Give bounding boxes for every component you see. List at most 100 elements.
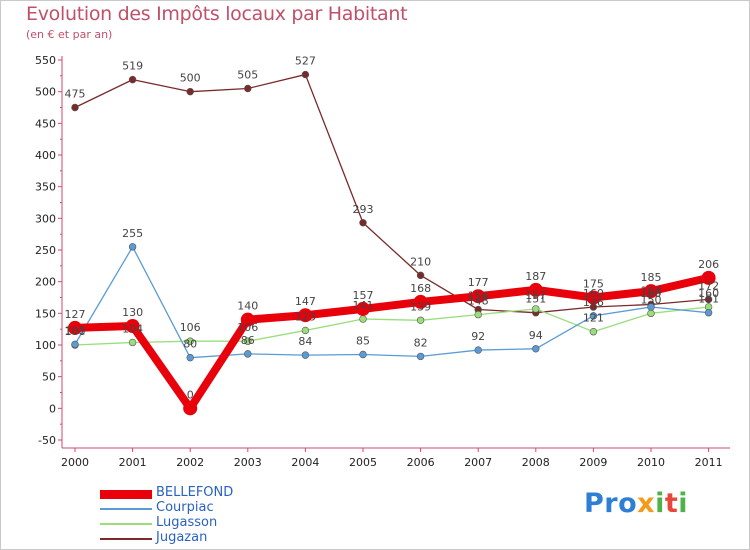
x-tick-label: 2004: [291, 456, 319, 469]
data-label-bellefond: 130: [122, 306, 143, 319]
data-label-bellefond: 0: [187, 388, 194, 401]
data-point-bellefond: [413, 294, 428, 309]
y-tick-label: 550: [35, 54, 56, 67]
data-label-lugasson: 160: [698, 287, 719, 300]
data-point-courpiac: [589, 312, 598, 320]
legend-item-lugasson: Lugasson: [100, 515, 300, 531]
x-tick-label: 2003: [234, 456, 262, 469]
data-label-bellefond: 177: [468, 276, 489, 289]
data-point-jugazan: [244, 84, 252, 93]
data-label-jugazan: 164: [641, 284, 662, 297]
data-point-bellefond: [68, 320, 82, 335]
data-point-bellefond: [701, 270, 716, 285]
data-point-courpiac: [416, 352, 425, 361]
data-label-lugasson: 148: [468, 295, 489, 308]
legend-swatch: [100, 523, 152, 525]
data-point-jugazan: [359, 219, 367, 227]
y-tick-label: 200: [35, 276, 56, 289]
data-point-lugasson: [301, 326, 310, 335]
data-label-lugasson: 106: [180, 321, 201, 334]
chart-subtitle: (en € et par an): [26, 28, 113, 41]
data-point-bellefond: [356, 301, 370, 316]
x-tick-label: 2001: [119, 456, 147, 469]
data-point-lugasson: [474, 310, 482, 319]
data-label-bellefond: 168: [410, 282, 431, 295]
data-label-bellefond: 140: [237, 300, 258, 313]
data-point-courpiac: [301, 351, 310, 359]
y-tick-label: 150: [35, 307, 56, 320]
data-label-courpiac: 92: [471, 330, 485, 343]
data-point-bellefond: [183, 401, 198, 416]
data-label-bellefond: 185: [641, 271, 662, 284]
data-point-bellefond: [125, 319, 140, 333]
series-line-jugazan: [74, 73, 709, 314]
data-point-courpiac: [532, 345, 540, 353]
data-label-jugazan: 210: [410, 255, 431, 268]
data-point-courpiac: [71, 340, 79, 349]
chart-title: Evolution des Impôts locaux par Habitant: [26, 3, 408, 25]
y-tick-label: 100: [35, 339, 56, 352]
data-point-lugasson: [186, 337, 194, 345]
data-label-courpiac: 255: [122, 227, 143, 240]
y-tick-label: 350: [35, 181, 56, 194]
data-point-bellefond: [298, 308, 313, 323]
legend-label: Lugasson: [156, 515, 218, 530]
data-point-bellefond: [586, 290, 601, 305]
data-point-courpiac: [359, 350, 367, 359]
x-tick-label: 2008: [522, 456, 550, 469]
x-tick-label: 2005: [349, 456, 377, 469]
data-label-courpiac: 86: [241, 334, 255, 347]
x-tick-label: 2006: [407, 456, 435, 469]
data-label-lugasson: 100: [65, 325, 86, 338]
data-point-courpiac: [186, 353, 194, 362]
y-tick-label: 250: [35, 244, 56, 257]
proxiti-logo: Proxiti: [584, 488, 689, 519]
x-tick-label: 2009: [579, 456, 607, 469]
y-tick-label: 300: [35, 212, 56, 225]
legend-label: BELLEFOND: [156, 485, 234, 500]
data-label-jugazan: 172: [698, 279, 719, 292]
data-label-bellefond: 175: [583, 278, 604, 291]
data-point-jugazan: [704, 295, 713, 304]
data-label-bellefond: 187: [525, 270, 546, 283]
data-point-jugazan: [128, 75, 137, 84]
x-tick-label: 2007: [464, 456, 492, 469]
data-point-jugazan: [71, 103, 79, 112]
data-label-bellefond: 127: [65, 308, 86, 321]
legend-item-courpiac: Courpiac: [100, 500, 300, 516]
data-point-courpiac: [647, 303, 655, 311]
series-line-lugasson: [74, 306, 709, 346]
x-tick-label: 2010: [637, 456, 665, 469]
legend-label: Jugazan: [156, 530, 208, 545]
data-label-courpiac: 82: [414, 336, 428, 349]
data-label-lugasson: 150: [641, 293, 662, 306]
data-point-bellefond: [240, 312, 255, 327]
data-point-bellefond: [528, 282, 543, 297]
x-tick-label: 2011: [695, 456, 723, 469]
data-label-courpiac: 85: [356, 335, 370, 348]
data-label-jugazan: 519: [122, 60, 143, 73]
data-label-jugazan: 505: [237, 69, 258, 82]
data-point-jugazan: [186, 87, 194, 96]
data-label-jugazan: 527: [295, 55, 316, 68]
data-point-lugasson: [244, 337, 252, 345]
data-point-jugazan: [301, 70, 310, 79]
chart-legend: BELLEFOND Courpiac Lugasson Jugazan: [100, 485, 300, 546]
data-label-jugazan: 156: [468, 290, 489, 303]
data-label-lugasson: 157: [525, 289, 546, 302]
data-label-courpiac: 151: [698, 293, 719, 306]
data-label-jugazan: 475: [65, 88, 86, 101]
data-label-courpiac: 94: [529, 329, 543, 342]
y-tick-label: 50: [42, 371, 56, 384]
data-point-lugasson: [647, 309, 655, 318]
data-label-lugasson: 104: [122, 322, 143, 335]
y-tick-label: 0: [49, 402, 56, 415]
data-point-bellefond: [644, 284, 658, 299]
y-tick-label: 500: [35, 86, 56, 99]
data-label-lugasson: 141: [353, 299, 374, 312]
data-label-lugasson: 121: [583, 312, 604, 325]
data-point-lugasson: [589, 328, 598, 336]
legend-item-jugazan: Jugazan: [100, 530, 300, 546]
data-label-bellefond: 157: [353, 289, 374, 302]
